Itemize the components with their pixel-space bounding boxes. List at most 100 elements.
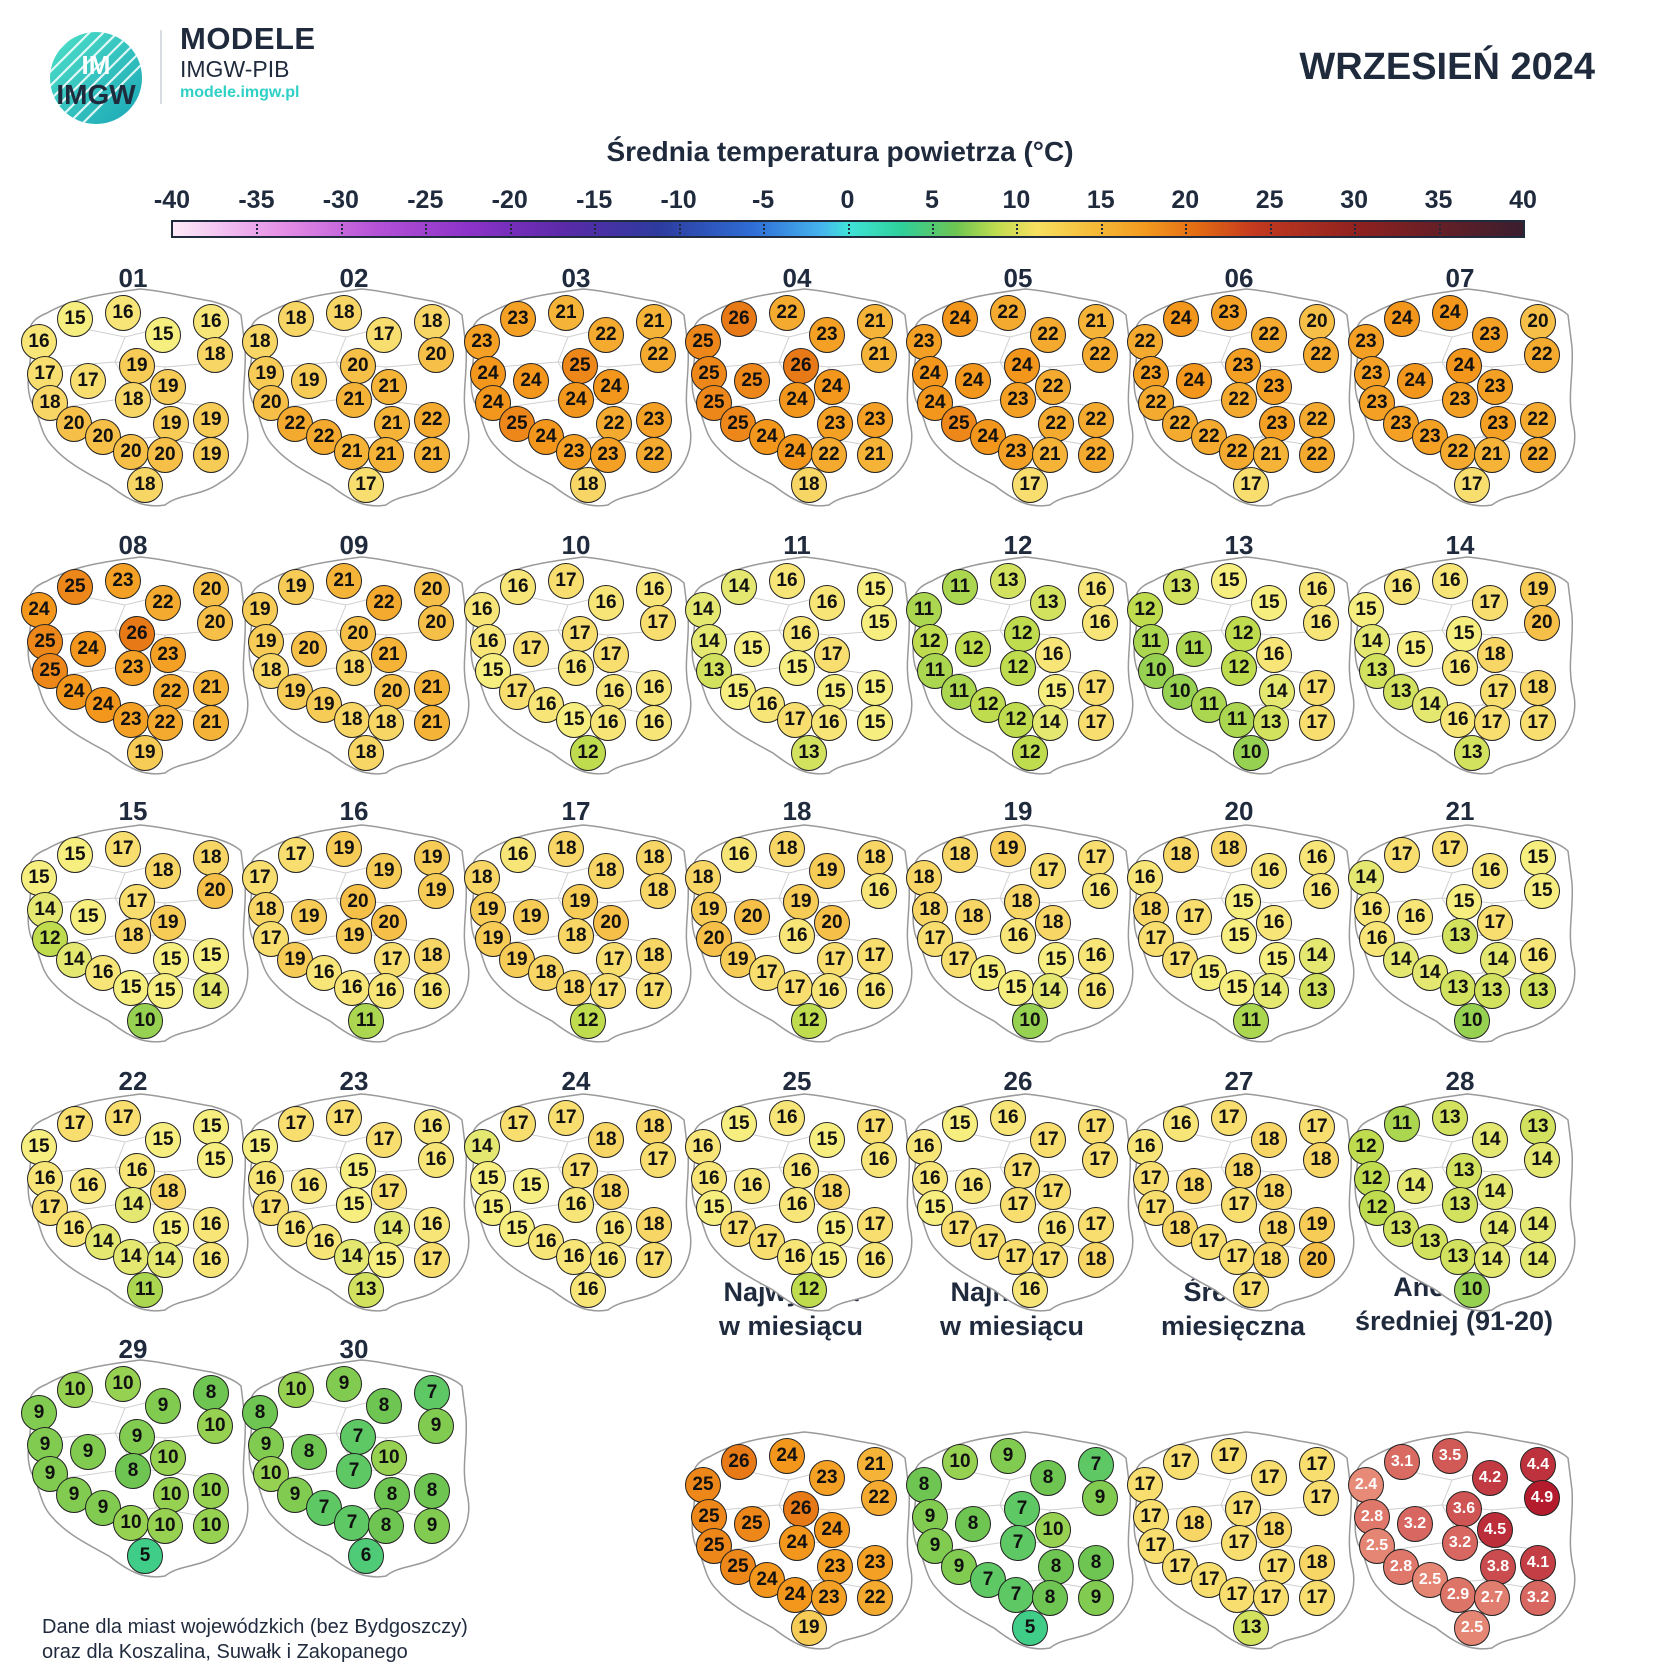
city-marker-rzesz-w: 16	[193, 1242, 229, 1278]
day-label: 10	[561, 530, 591, 560]
city-marker-szczecin: 18	[906, 860, 942, 896]
day-map-23: 17 17 17 16 15 16 16 16 15 17 17 15 16 16 14 16 17 14 15 13	[236, 1072, 476, 1322]
city-marker-warszawa: 21	[371, 637, 407, 673]
brand-url-link[interactable]: modele.imgw.pl	[180, 84, 300, 101]
city-marker-bia-ystok: 18	[640, 873, 676, 909]
city-marker-gda-sk: 19	[990, 831, 1026, 867]
city-marker-opole: 14	[1412, 687, 1448, 723]
city-marker-szczecin: 2.4	[1348, 1467, 1384, 1503]
day-map-17: 16 18 18 18 18 18 19 19 19 20 19 18 18 19 17 18 17 18 17 12	[458, 803, 698, 1053]
city-marker-pozna-: 16	[783, 1153, 819, 1189]
city-marker-toru-: 16	[291, 1168, 327, 1204]
city-marker-katowice: 23	[998, 434, 1034, 470]
city-marker-krak-w: 17	[1253, 1580, 1289, 1616]
city-marker--d-: 3.2	[1442, 1525, 1478, 1561]
city-marker-szczecin: 8	[906, 1467, 942, 1503]
city-marker-toru-: 15	[734, 631, 770, 667]
city-marker-zakopane: 12	[570, 1003, 606, 1039]
city-marker-gda-sk: 23	[1211, 295, 1247, 331]
city-marker-zakopane: 18	[127, 467, 163, 503]
city-marker-bia-ystok: 16	[418, 1142, 454, 1178]
scale-tick	[1354, 220, 1357, 238]
city-marker-szczecin: 17	[242, 860, 278, 896]
city-marker-lublin: 15	[193, 938, 229, 974]
city-marker-rzesz-w: 21	[414, 705, 450, 741]
city-marker-gda-sk: 17	[326, 1100, 362, 1136]
city-marker-szczecin: 18	[464, 860, 500, 896]
city-marker-suwa-ki: 20	[1520, 304, 1556, 340]
day-map-21: 17 17 16 15 14 15 16 16 15 17 16 13 16 14 14 14 13 13 13 10	[1342, 803, 1582, 1053]
city-marker-koszalin: 11	[1384, 1106, 1420, 1142]
city-marker--d-: 14	[115, 1187, 151, 1223]
city-marker-katowice: 16	[1440, 702, 1476, 738]
city-marker-krak-w: 17	[1032, 1242, 1068, 1278]
city-marker-lublin: 16	[1520, 938, 1556, 974]
city-marker-suwa-ki: 17	[1078, 840, 1114, 876]
day-label: 19	[1003, 796, 1033, 826]
city-marker-toru-: 8	[955, 1506, 991, 1542]
city-marker-toru-: 24	[1176, 363, 1212, 399]
scale-tick-label: 15	[1086, 186, 1115, 214]
city-marker-toru-: 24	[70, 631, 106, 667]
city-marker-pozna-: 23	[1225, 348, 1261, 384]
city-marker-lublin: 17	[857, 938, 893, 974]
city-marker-pozna-: 24	[1446, 348, 1482, 384]
city-marker-pozna-: 17	[119, 884, 155, 920]
city-marker-olsztyn: 8	[1030, 1460, 1066, 1496]
city-marker-warszawa: 16	[1256, 637, 1292, 673]
city-marker-rzesz-w: 16	[857, 973, 893, 1009]
city-marker-pozna-: 16	[119, 1153, 155, 1189]
city-marker-suwa-ki: 16	[193, 304, 229, 340]
city-marker-krak-w: 15	[368, 1242, 404, 1278]
city-marker-katowice: 14	[334, 1239, 370, 1275]
city-marker-pozna-: 18	[1004, 884, 1040, 920]
city-marker-lublin: 16	[414, 1207, 450, 1243]
city-marker-rzesz-w: 9	[1078, 1580, 1114, 1616]
city-marker-krak-w: 14	[1253, 973, 1289, 1009]
city-marker-toru-: 15	[513, 1168, 549, 1204]
city-marker-lublin: 18	[1520, 670, 1556, 706]
city-marker-rzesz-w: 17	[1299, 705, 1335, 741]
day-map-28: 11 13 14 13 12 14 12 14 13 14 12 13 14 13 14 13 14 13 14 10	[1342, 1072, 1582, 1322]
city-marker-warszawa: 10	[371, 1440, 407, 1476]
city-marker-koszalin: 17	[500, 1106, 536, 1142]
day-label: 20	[1224, 796, 1254, 826]
city-marker-warszawa: 20	[593, 905, 629, 941]
city-marker-szczecin: 14	[464, 1129, 500, 1165]
city-marker-koszalin: 26	[721, 301, 757, 337]
city-marker-zielona-g-ra: 9	[32, 1456, 68, 1492]
city-marker-gda-sk: 24	[769, 1438, 805, 1474]
city-marker-suwa-ki: 21	[857, 1447, 893, 1483]
city-marker-warszawa: 18	[1477, 637, 1513, 673]
city-marker-krak-w: 16	[590, 705, 626, 741]
city-marker-toru-: 17	[513, 631, 549, 667]
city-marker-olsztyn: 18	[588, 853, 624, 889]
city-marker--d-: 23	[1442, 382, 1478, 418]
day-label: 05	[1003, 263, 1033, 293]
city-marker-katowice: 7	[334, 1505, 370, 1541]
city-marker--d-: 17	[1221, 1187, 1257, 1223]
day-label: 24	[561, 1066, 591, 1096]
city-marker-suwa-ki: 17	[1078, 1109, 1114, 1145]
city-marker-rzesz-w: 22	[636, 437, 672, 473]
city-marker-lublin: 10	[193, 1473, 229, 1509]
city-marker-gda-sk: 9	[326, 1366, 362, 1402]
summary-map-anomaly: 3.1 3.5 4.2 4.4 2.4 4.9 2.8 3.2 3.6 4.5 2.5 3.2 4.1 2…	[1342, 1410, 1582, 1660]
city-marker-bia-ystok: 9	[1082, 1480, 1118, 1516]
city-marker-szczecin: 16	[685, 1129, 721, 1165]
city-marker-katowice: 17	[1219, 1239, 1255, 1275]
city-marker-toru-: 17	[1176, 899, 1212, 935]
city-marker-olsztyn: 22	[1251, 317, 1287, 353]
city-marker-koszalin: 16	[721, 837, 757, 873]
city-marker--d-: 21	[336, 382, 372, 418]
city-marker-bia-ystok: 16	[1303, 873, 1339, 909]
city-marker-warszawa: 17	[593, 637, 629, 673]
city-marker-wroc-aw: 22	[277, 406, 313, 442]
city-marker-suwa-ki: 4.4	[1520, 1447, 1556, 1483]
city-marker-bia-ystok: 21	[861, 337, 897, 373]
day-map-10: 16 17 16 16 16 17 16 17 17 17 15 16 16 17 16 16 16 15 16 12	[458, 535, 698, 785]
city-marker-olsztyn: 16	[1472, 853, 1508, 889]
city-marker-suwa-ki: 8	[193, 1375, 229, 1411]
city-marker-pozna-: 26	[119, 616, 155, 652]
city-marker-rzesz-w: 13	[1299, 973, 1335, 1009]
